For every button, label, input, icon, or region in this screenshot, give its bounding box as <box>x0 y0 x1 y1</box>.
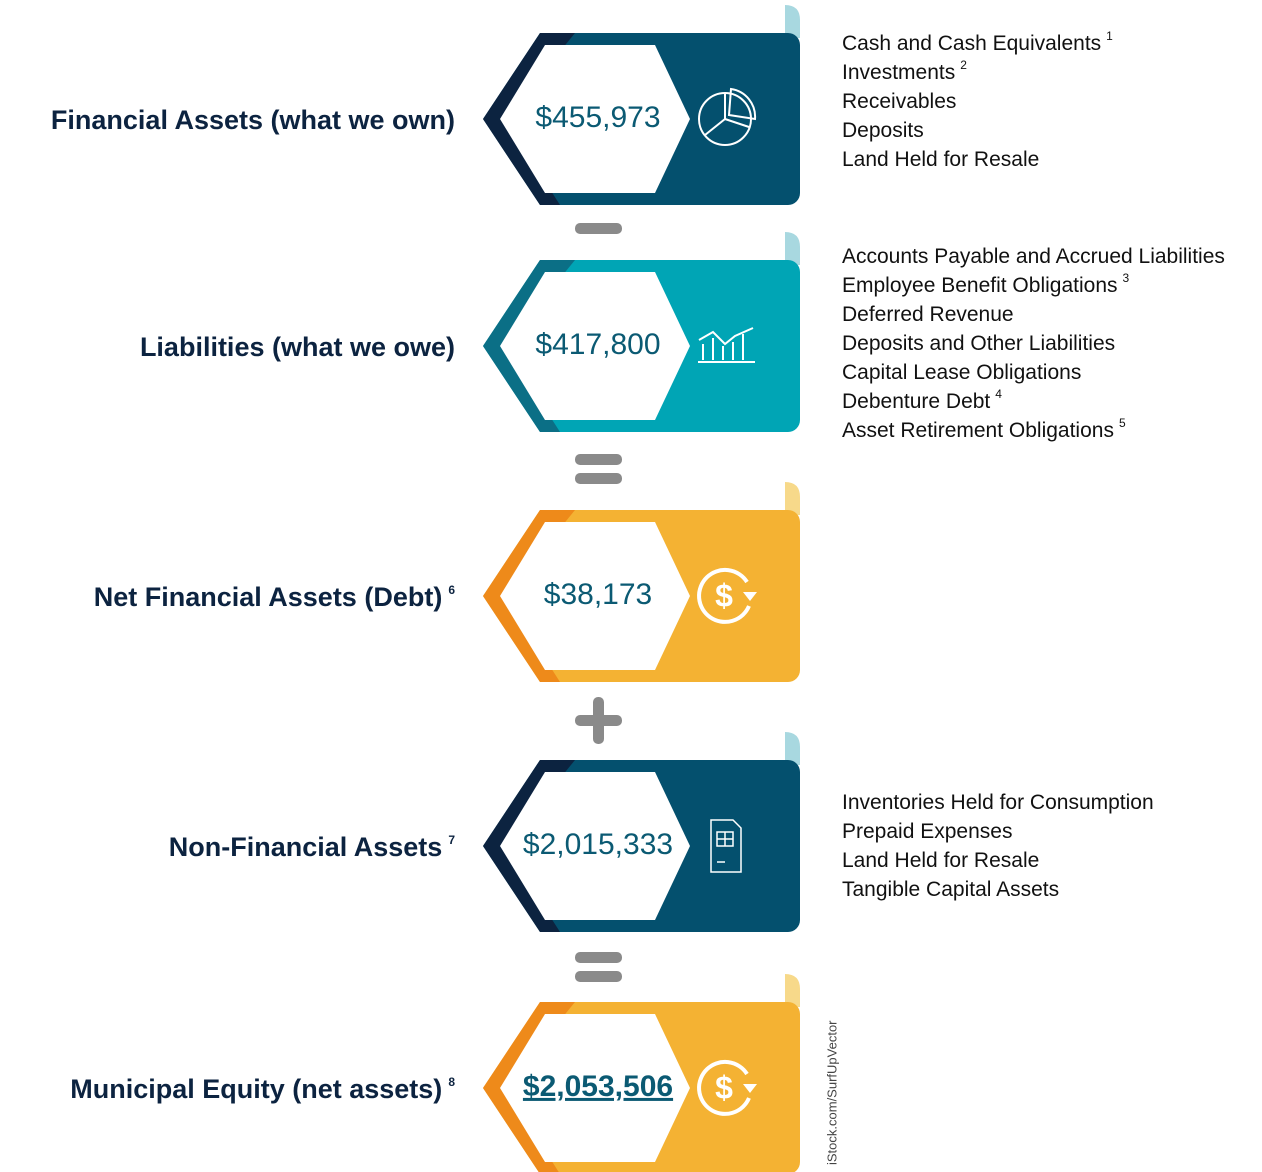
icon-shape <box>697 567 751 624</box>
label-text: Financial Assets (what we own) <box>51 105 455 135</box>
value: $2,015,333 <box>523 828 673 861</box>
icon-shape <box>743 1084 757 1093</box>
hex-inner <box>500 522 690 670</box>
item-text: Cash and Cash Equivalents <box>842 32 1101 55</box>
item-text: Land Held for Resale <box>842 148 1039 171</box>
plus <box>593 697 604 744</box>
item-text: Deposits and Other Liabilities <box>842 332 1115 355</box>
label-note: 8 <box>448 1075 455 1089</box>
block: $2,053,506 $ Municipal Equity (net assets)… <box>70 974 800 1172</box>
icon-shape: $ <box>715 577 733 613</box>
label: Municipal Equity (net assets) 8 <box>70 1074 455 1104</box>
label-text: Non-Financial Assets <box>169 832 443 862</box>
card-tab <box>785 232 800 265</box>
label-text: Liabilities (what we owe) <box>140 332 455 362</box>
item-text: Deferred Revenue <box>842 303 1014 326</box>
item: Receivables <box>842 90 956 113</box>
item-note: 3 <box>1123 271 1130 285</box>
block: $455,973 Financial Assets (what we own) Ca… <box>51 5 1113 205</box>
item-text: Deposits <box>842 119 924 142</box>
item: Asset Retirement Obligations 5 <box>842 416 1126 441</box>
icon <box>698 87 757 146</box>
item-text: Debenture Debt <box>842 390 990 413</box>
card-tab <box>785 732 800 765</box>
item-text: Receivables <box>842 90 956 113</box>
item: Deferred Revenue <box>842 303 1014 326</box>
item-note: 2 <box>960 58 967 72</box>
minus <box>575 223 622 234</box>
item: Capital Lease Obligations <box>842 361 1081 384</box>
icon-shape <box>704 87 757 136</box>
value: $38,173 <box>544 578 652 611</box>
block: $417,800 Liabilities (what we owe) Account… <box>140 232 1225 442</box>
item-text: Capital Lease Obligations <box>842 361 1081 384</box>
icon <box>710 819 742 873</box>
item: Deposits and Other Liabilities <box>842 332 1115 355</box>
item: Cash and Cash Equivalents 1 <box>842 29 1113 54</box>
icon-shape: $ <box>715 1069 733 1105</box>
equals <box>575 473 622 484</box>
block: $38,173 $ Net Financial Assets (Debt) 6 <box>94 482 800 682</box>
block: $2,015,333 Non-Financial Assets 7 Inventori… <box>169 732 1154 932</box>
item: Tangible Capital Assets <box>842 878 1059 901</box>
icon <box>698 327 755 363</box>
value: $455,973 <box>535 101 660 134</box>
item: Accounts Payable and Accrued Liabilities <box>842 245 1225 268</box>
item-note: 5 <box>1119 416 1126 430</box>
item-text: Asset Retirement Obligations <box>842 419 1114 442</box>
icon: $ <box>697 1059 757 1116</box>
value: $2,053,506 <box>523 1070 673 1103</box>
hex-inner <box>500 772 690 920</box>
item: Deposits <box>842 119 924 142</box>
equals <box>575 971 622 982</box>
item: Debenture Debt 4 <box>842 387 1002 412</box>
item-text: Investments <box>842 61 955 84</box>
icon-shape <box>710 819 742 873</box>
equals <box>575 454 622 465</box>
icon: $ <box>697 567 757 624</box>
icon-shape <box>698 327 755 363</box>
item-text: Employee Benefit Obligations <box>842 274 1118 297</box>
equals <box>575 952 622 963</box>
label-note: 7 <box>448 833 455 847</box>
card-tab <box>785 5 800 38</box>
value: $417,800 <box>535 328 660 361</box>
item-text: Tangible Capital Assets <box>842 878 1059 901</box>
label-text: Municipal Equity (net assets) <box>70 1074 442 1104</box>
credit: iStock.com/SurfUpVector <box>824 1020 839 1165</box>
hex-inner <box>500 1014 690 1162</box>
item-note: 1 <box>1106 29 1113 43</box>
hex-inner <box>500 272 690 420</box>
label: Non-Financial Assets 7 <box>169 832 456 862</box>
item: Inventories Held for Consumption <box>842 791 1154 814</box>
label: Net Financial Assets (Debt) 6 <box>94 582 456 612</box>
label: Liabilities (what we owe) <box>140 332 455 362</box>
item-text: Inventories Held for Consumption <box>842 791 1154 814</box>
hex-inner <box>500 45 690 193</box>
operators <box>575 223 622 982</box>
card-tab <box>785 482 800 515</box>
item: Land Held for Resale <box>842 849 1039 872</box>
item: Investments 2 <box>842 58 967 83</box>
label-note: 6 <box>448 583 455 597</box>
item: Employee Benefit Obligations 3 <box>842 271 1130 296</box>
item: Land Held for Resale <box>842 148 1039 171</box>
item: Prepaid Expenses <box>842 820 1012 843</box>
item-text: Land Held for Resale <box>842 849 1039 872</box>
icon-shape <box>697 1059 751 1116</box>
item-note: 4 <box>995 387 1002 401</box>
label: Financial Assets (what we own) <box>51 105 455 135</box>
item-text: Accounts Payable and Accrued Liabilities <box>842 245 1225 268</box>
card-tab <box>785 974 800 1007</box>
icon-shape <box>743 592 757 601</box>
item-text: Prepaid Expenses <box>842 820 1012 843</box>
label-text: Net Financial Assets (Debt) <box>94 582 443 612</box>
